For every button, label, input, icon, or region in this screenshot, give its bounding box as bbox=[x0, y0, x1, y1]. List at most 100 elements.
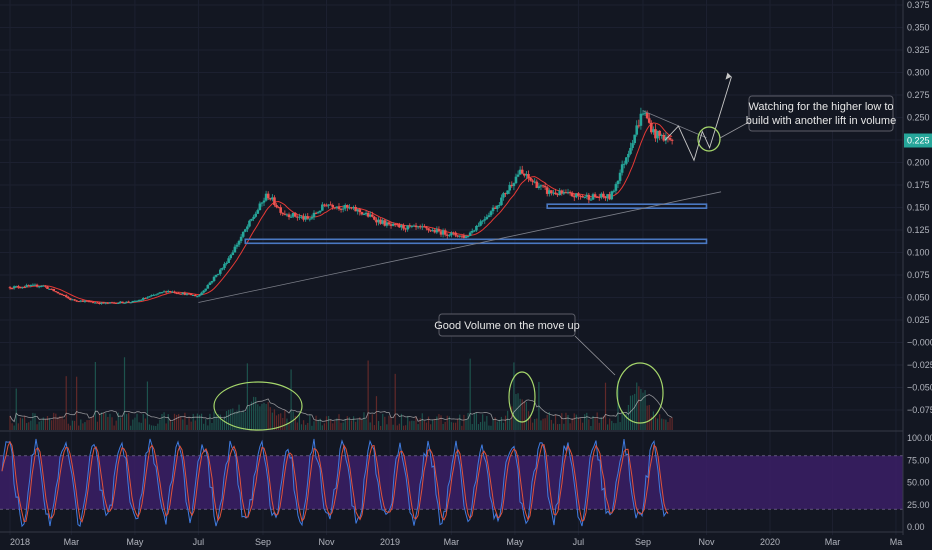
volume-bar bbox=[523, 401, 525, 430]
candle-body bbox=[241, 231, 245, 237]
candle-body bbox=[173, 291, 176, 293]
volume-bar bbox=[128, 412, 130, 430]
candle-body bbox=[325, 205, 328, 207]
candle-body bbox=[448, 235, 451, 237]
volume-bar bbox=[228, 409, 230, 430]
volume-bar bbox=[248, 405, 251, 430]
candle-body bbox=[643, 112, 647, 114]
candle-body bbox=[52, 288, 56, 292]
volume-bar bbox=[352, 416, 355, 430]
volume-bar bbox=[619, 422, 621, 430]
candle-body bbox=[604, 197, 607, 199]
higher-low-line-1: Watching for the higher low to bbox=[748, 101, 893, 113]
candle-body bbox=[389, 224, 393, 226]
candlesticks bbox=[8, 107, 674, 305]
higher-low-annotation[interactable]: Watching for the higher low to build wit… bbox=[746, 95, 896, 132]
candle-body bbox=[200, 292, 203, 296]
volume-bar bbox=[138, 422, 140, 430]
candle-body bbox=[377, 219, 380, 223]
candle-body bbox=[298, 216, 301, 218]
price-tick-label: 0.350 bbox=[907, 23, 930, 33]
candle-body bbox=[462, 235, 466, 238]
volume-bar bbox=[221, 419, 223, 430]
candle-body bbox=[29, 284, 33, 286]
volume-bar bbox=[504, 415, 507, 430]
volume-bar bbox=[311, 425, 313, 430]
volume-bar bbox=[459, 414, 461, 430]
candle-body bbox=[600, 193, 603, 198]
candle-body bbox=[660, 134, 664, 136]
volume-bar bbox=[355, 421, 357, 430]
volume-bar bbox=[382, 413, 384, 430]
candle-body bbox=[302, 216, 305, 220]
volume-bar bbox=[294, 415, 296, 430]
candle-body bbox=[14, 286, 18, 288]
projection-path bbox=[664, 76, 732, 162]
volume-bar bbox=[500, 416, 502, 430]
volume-bar bbox=[417, 424, 419, 430]
volume-bar bbox=[117, 412, 119, 430]
volume-bar bbox=[203, 423, 205, 430]
candle-body bbox=[479, 221, 482, 226]
candle-body bbox=[237, 240, 241, 245]
candle-body bbox=[156, 293, 160, 295]
candle-body bbox=[635, 125, 639, 135]
volume-bar bbox=[509, 419, 511, 430]
candle-body bbox=[221, 268, 224, 270]
volume-bar bbox=[623, 414, 625, 430]
volume-bar bbox=[604, 382, 607, 430]
candle-body bbox=[541, 185, 545, 187]
volume-bar bbox=[386, 424, 388, 430]
candle-body bbox=[17, 286, 20, 288]
candle-body bbox=[572, 196, 576, 198]
candle-body bbox=[427, 228, 430, 231]
volume-bar bbox=[561, 413, 563, 430]
candle-body bbox=[460, 235, 464, 237]
candle-body bbox=[281, 212, 285, 214]
volume-bar bbox=[217, 414, 219, 430]
candle-body bbox=[300, 216, 303, 218]
volume-bar bbox=[423, 420, 425, 430]
time-tick-label: Jul bbox=[193, 537, 205, 547]
volume-bar bbox=[621, 410, 623, 430]
volume-bar bbox=[588, 419, 590, 430]
volume-bar bbox=[167, 414, 169, 430]
volume-bar bbox=[34, 413, 36, 430]
volume-bar bbox=[488, 425, 490, 430]
candle-body bbox=[433, 230, 437, 233]
candle-body bbox=[283, 213, 287, 215]
candle-body bbox=[71, 299, 74, 301]
volume-bar bbox=[465, 419, 467, 430]
candle-body bbox=[371, 214, 374, 217]
candle-body bbox=[196, 296, 199, 298]
candle-body bbox=[262, 200, 266, 203]
volume-bar bbox=[361, 419, 363, 430]
volume-bar bbox=[388, 415, 390, 430]
volume-bar bbox=[552, 423, 555, 430]
candle-body bbox=[225, 263, 228, 265]
volume-bar bbox=[263, 402, 265, 430]
candle-body bbox=[89, 301, 93, 303]
volume-bar bbox=[484, 421, 486, 430]
volume-bar bbox=[613, 423, 615, 430]
volume-bar bbox=[155, 425, 157, 430]
candle-body bbox=[42, 285, 45, 287]
candle-body bbox=[356, 209, 360, 212]
candle-body bbox=[258, 203, 262, 211]
candle-body bbox=[470, 230, 474, 233]
volume-bar bbox=[519, 398, 521, 430]
candle-body bbox=[125, 301, 128, 303]
volume-bar bbox=[38, 421, 40, 430]
volume-annotation[interactable]: Good Volume on the move up bbox=[434, 313, 580, 337]
volume-bar bbox=[296, 422, 298, 430]
price-tick-label: 0.100 bbox=[907, 248, 930, 258]
candle-body bbox=[375, 219, 378, 223]
volume-bar bbox=[161, 413, 163, 430]
volume-bar bbox=[140, 422, 142, 430]
volume-bar bbox=[413, 420, 415, 430]
candle-body bbox=[408, 225, 412, 227]
candle-body bbox=[73, 299, 76, 301]
volume-bar bbox=[434, 418, 436, 430]
candle-body bbox=[327, 204, 330, 206]
volume-bar bbox=[479, 422, 482, 430]
